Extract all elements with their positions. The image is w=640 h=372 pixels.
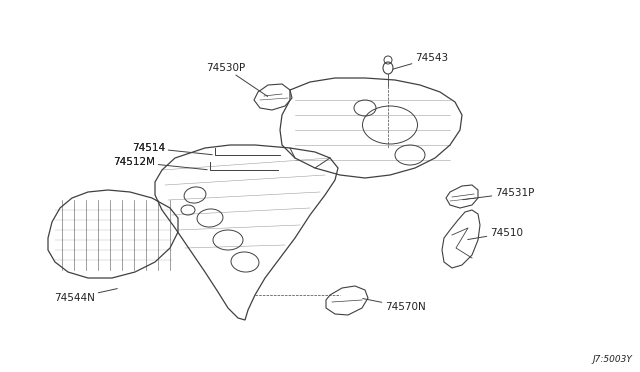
- Text: 74512M: 74512M: [113, 157, 155, 167]
- Text: 74544N: 74544N: [54, 289, 117, 303]
- Text: 74512M: 74512M: [113, 157, 207, 170]
- Text: J7:5003Y: J7:5003Y: [592, 355, 632, 364]
- Text: 74570N: 74570N: [363, 299, 426, 312]
- Text: 74531P: 74531P: [463, 188, 534, 200]
- Text: 74514: 74514: [132, 143, 165, 153]
- Text: 74543: 74543: [393, 53, 448, 69]
- Text: 74510: 74510: [468, 228, 523, 240]
- Text: 74514: 74514: [132, 143, 212, 155]
- Text: 74530P: 74530P: [205, 63, 268, 96]
